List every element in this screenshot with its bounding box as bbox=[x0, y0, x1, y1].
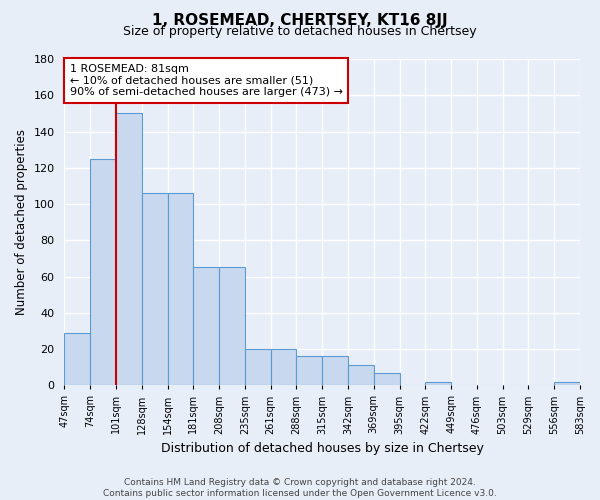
Bar bbox=[348, 366, 374, 386]
Text: 1 ROSEMEAD: 81sqm
← 10% of detached houses are smaller (51)
90% of semi-detached: 1 ROSEMEAD: 81sqm ← 10% of detached hous… bbox=[70, 64, 343, 97]
Text: 1, ROSEMEAD, CHERTSEY, KT16 8JJ: 1, ROSEMEAD, CHERTSEY, KT16 8JJ bbox=[152, 12, 448, 28]
X-axis label: Distribution of detached houses by size in Chertsey: Distribution of detached houses by size … bbox=[161, 442, 484, 455]
Bar bbox=[374, 372, 400, 386]
Bar bbox=[425, 382, 451, 386]
Bar bbox=[193, 268, 219, 386]
Text: Contains HM Land Registry data © Crown copyright and database right 2024.
Contai: Contains HM Land Registry data © Crown c… bbox=[103, 478, 497, 498]
Bar bbox=[271, 349, 296, 386]
Text: Size of property relative to detached houses in Chertsey: Size of property relative to detached ho… bbox=[123, 25, 477, 38]
Bar bbox=[167, 193, 193, 386]
Bar bbox=[322, 356, 348, 386]
Bar bbox=[554, 382, 580, 386]
Bar bbox=[64, 332, 90, 386]
Bar bbox=[296, 356, 322, 386]
Y-axis label: Number of detached properties: Number of detached properties bbox=[15, 129, 28, 315]
Bar bbox=[116, 114, 142, 386]
Bar bbox=[90, 158, 116, 386]
Bar bbox=[245, 349, 271, 386]
Bar bbox=[219, 268, 245, 386]
Bar bbox=[142, 193, 167, 386]
